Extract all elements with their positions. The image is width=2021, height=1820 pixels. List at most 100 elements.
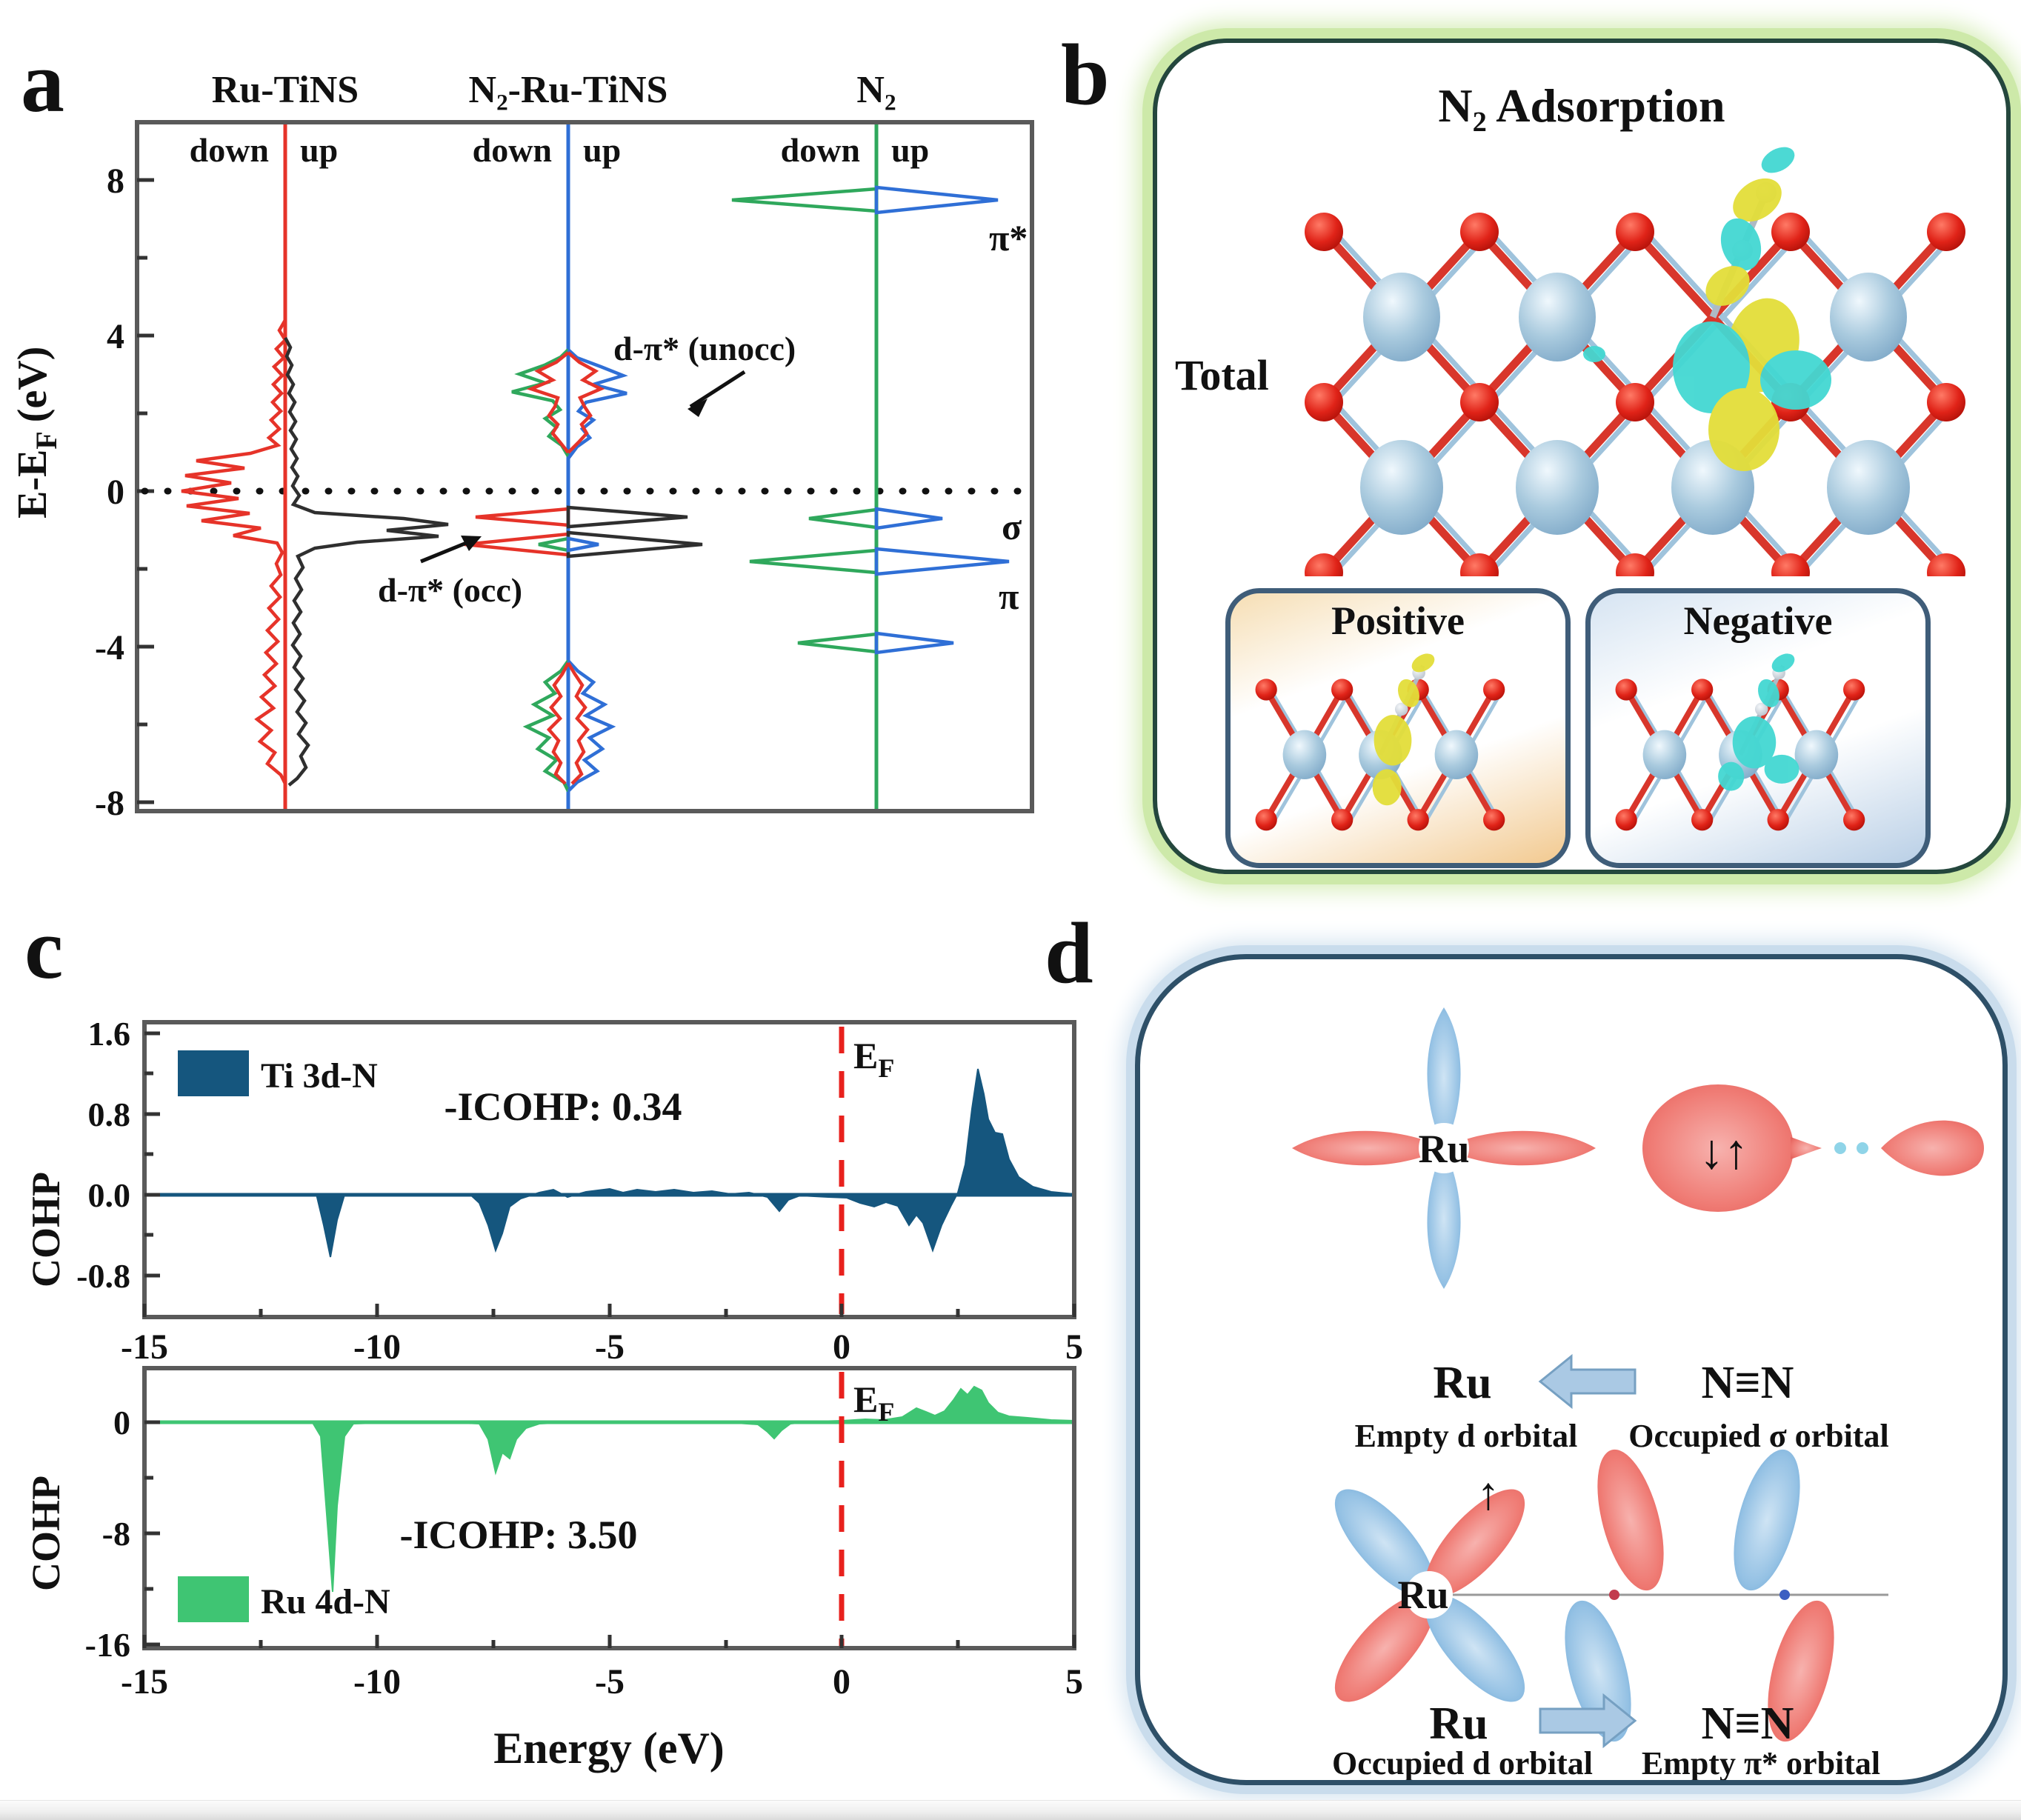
- svg-text:4: 4: [107, 317, 124, 356]
- ru-d-lobe-tr: [1425, 1489, 1525, 1597]
- svg-text:down: down: [190, 131, 269, 169]
- n2-text-bottom: N≡N: [1702, 1699, 1794, 1749]
- node-dot-1: [1834, 1142, 1846, 1154]
- svg-text:down: down: [473, 131, 552, 169]
- svg-text:0: 0: [833, 1327, 850, 1367]
- electron-pair-arrows: ↓↑: [1699, 1125, 1748, 1179]
- svg-text:up: up: [300, 131, 338, 169]
- ru-d-lobe-tl: [1334, 1489, 1435, 1597]
- empty-pi-star-caption: Empty π* orbital: [1642, 1745, 1880, 1780]
- sigma-orbital-far-lobe: [1881, 1120, 1984, 1176]
- svg-text:-16: -16: [85, 1626, 130, 1664]
- d-orbital-lobe-down: [1427, 1148, 1461, 1289]
- negative-isosurfaces: [1718, 653, 1799, 791]
- ru-orbital-label-top: Ru: [1418, 1127, 1469, 1171]
- pdos-y-axis-ticks: [137, 178, 154, 804]
- svg-text:up: up: [583, 131, 621, 169]
- occupied-d-orbital-caption: Occupied d orbital: [1332, 1745, 1593, 1780]
- cohp-ti-ytick-labels: 1.6 0.8 0.0 -0.8: [76, 1015, 130, 1295]
- d-orbital-lobe-up: [1427, 1007, 1461, 1148]
- d-orbital-lobe-left: [1292, 1130, 1444, 1166]
- svg-text:down: down: [781, 131, 860, 169]
- svg-text:up: up: [891, 131, 929, 169]
- svg-text:0: 0: [107, 473, 124, 512]
- orbital-interaction-panel: Ru ↓↑ Ru N≡N Empty d orbital Occupied σ …: [1135, 954, 2008, 1785]
- negative-isosurface-panel: Negative: [1585, 588, 1931, 868]
- svg-text:5: 5: [1065, 1327, 1083, 1367]
- d-orbital-lobe-right: [1444, 1130, 1596, 1166]
- annotation-d-pi-unocc: d-π* (unocc): [613, 330, 796, 367]
- panel-c-label: c: [24, 900, 64, 997]
- node-pinch-1: [1609, 1590, 1619, 1600]
- sigma-orbital-tip: [1791, 1137, 1822, 1159]
- svg-text:0.0: 0.0: [88, 1176, 131, 1214]
- single-electron-arrow: ↑: [1477, 1469, 1500, 1519]
- svg-text:-4: -4: [95, 628, 124, 667]
- svg-text:-15: -15: [121, 1327, 168, 1367]
- ru-text-top: Ru: [1433, 1358, 1491, 1408]
- svg-text:-8: -8: [95, 784, 124, 823]
- svg-text:-8: -8: [102, 1515, 130, 1553]
- svg-text:-5: -5: [595, 1327, 625, 1367]
- donation-arrow-left-icon: [1538, 1353, 1637, 1410]
- n2-text-top: N≡N: [1702, 1358, 1794, 1408]
- orbital-diagrams: Ru ↓↑ Ru N≡N Empty d orbital Occupied σ …: [1292, 1007, 1984, 1780]
- dos-curves-n2: [731, 185, 1010, 655]
- icohp-value-ru: -ICOHP: 3.50: [400, 1513, 638, 1557]
- negative-structure-image: [1601, 653, 1905, 851]
- sigma-orbital-blob: [1642, 1084, 1794, 1212]
- panel-a-label: a: [21, 33, 64, 130]
- svg-text:1.6: 1.6: [88, 1015, 131, 1053]
- negative-title: Negative: [1683, 599, 1833, 643]
- node-pinch-2: [1779, 1590, 1790, 1600]
- sigma-donation-diagram: Ru ↓↑ Ru N≡N Empty d orbital Occupied σ …: [1292, 1007, 1984, 1454]
- backdonation-arrow-right-icon: [1539, 1693, 1637, 1749]
- pdos-y-tick-labels: 8 4 0 -4 -8: [95, 161, 124, 823]
- total-charge-density-image: [1283, 147, 1987, 576]
- positive-title: Positive: [1331, 599, 1465, 643]
- n2-adsorption-title: N₂ Adsorption: [1438, 79, 1725, 132]
- svg-text:0.8: 0.8: [88, 1096, 131, 1133]
- ru-core-gap-bottom: [1405, 1571, 1453, 1619]
- ru-text-bottom: Ru: [1429, 1699, 1488, 1749]
- charge-density-isosurfaces: [1583, 147, 1831, 471]
- pdos-y-axis-title: E-EF(eV): [10, 347, 63, 519]
- pdos-plot-box: [135, 120, 1034, 813]
- sigma-label: σ: [1002, 506, 1022, 547]
- ru-d-lobe-br: [1425, 1594, 1525, 1702]
- legend-swatch-ti: [178, 1050, 249, 1096]
- cohp-ru-plot: EF 0 -8 -16 -15 -10 -5 0: [24, 1366, 1083, 1773]
- cohp-ti-xtick-labels: -15 -10 -5 0 5: [121, 1327, 1083, 1367]
- cohp-ti-axis-ticks: [142, 1031, 1076, 1317]
- svg-text:8: 8: [107, 161, 124, 201]
- svg-text:0: 0: [113, 1404, 130, 1441]
- svg-text:N₂-Ru-TiNS: N₂-Ru-TiNS: [469, 69, 668, 111]
- ru-d-lobe-bl: [1334, 1594, 1435, 1702]
- annotation-d-pi-occ: d-π* (occ): [378, 571, 522, 609]
- cohp-ru-xtick-labels: -15 -10 -5 0 5: [121, 1662, 1083, 1701]
- pi-star-lobe-2-down: [1768, 1600, 1834, 1742]
- annotation-arrow-occ: [420, 536, 482, 564]
- ef-label-bottom: EF: [853, 1379, 894, 1427]
- pi-star-lobe-2-up: [1734, 1449, 1800, 1591]
- pi-star-lobe-1-up: [1597, 1449, 1664, 1591]
- dos-curves-ru-tins: [181, 319, 449, 787]
- svg-text:-10: -10: [353, 1327, 401, 1367]
- positive-structure-image: [1255, 653, 1505, 831]
- cohp-ru-axis-ticks: [142, 1420, 1076, 1648]
- legend-label-ti: Ti 3d-N: [261, 1056, 378, 1096]
- cohp-ru-curve: [144, 1385, 1075, 1593]
- occupied-sigma-caption: Occupied σ orbital: [1628, 1418, 1888, 1454]
- legend-label-ru: Ru 4d-N: [261, 1582, 390, 1621]
- pi-star-label: π*: [989, 217, 1028, 259]
- pi-label: π: [999, 576, 1019, 617]
- svg-text:-5: -5: [595, 1662, 625, 1701]
- dos-curves-n2-ru-tins: [464, 348, 703, 793]
- ru-core-gap: [1419, 1123, 1469, 1173]
- svg-text:N₂: N₂: [856, 69, 896, 111]
- ru-orbital-label-bottom: Ru: [1397, 1573, 1448, 1617]
- annotation-arrow-unocc: [687, 370, 746, 417]
- cohp-ti-y-axis-title: COHP: [24, 1172, 68, 1287]
- svg-text:Ru-TiNS: Ru-TiNS: [212, 69, 359, 111]
